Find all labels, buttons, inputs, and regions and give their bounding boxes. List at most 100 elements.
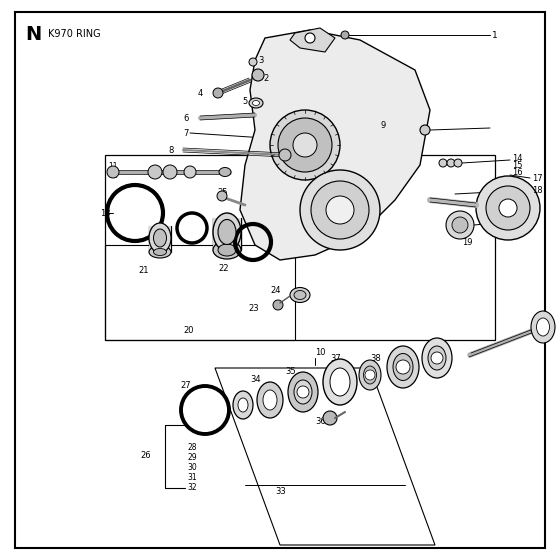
Text: 6: 6 (183, 114, 188, 123)
Polygon shape (149, 226, 171, 252)
Circle shape (305, 33, 315, 43)
Text: 12: 12 (108, 170, 118, 180)
Text: 36: 36 (315, 418, 326, 427)
Circle shape (476, 176, 540, 240)
Circle shape (323, 411, 337, 425)
Text: 2: 2 (263, 73, 268, 82)
Circle shape (148, 165, 162, 179)
Circle shape (252, 69, 264, 81)
Ellipse shape (238, 398, 248, 412)
Polygon shape (213, 218, 241, 250)
Ellipse shape (422, 338, 452, 378)
Polygon shape (240, 30, 430, 260)
Text: K970 RING: K970 RING (48, 29, 101, 39)
Circle shape (107, 166, 119, 178)
Ellipse shape (288, 372, 318, 412)
Bar (105, 155, 495, 340)
Circle shape (431, 352, 443, 364)
Ellipse shape (153, 249, 166, 255)
Text: 28: 28 (187, 444, 197, 452)
Ellipse shape (249, 98, 263, 108)
Ellipse shape (363, 366, 376, 384)
Ellipse shape (263, 390, 277, 410)
Circle shape (293, 133, 317, 157)
Text: 13: 13 (100, 208, 111, 217)
Text: 19: 19 (462, 237, 473, 246)
Circle shape (439, 159, 447, 167)
Text: 16: 16 (512, 167, 522, 176)
Ellipse shape (253, 100, 259, 105)
Circle shape (278, 118, 332, 172)
Ellipse shape (149, 246, 171, 258)
Circle shape (326, 196, 354, 224)
Ellipse shape (290, 287, 310, 302)
Circle shape (452, 217, 468, 233)
Circle shape (273, 300, 283, 310)
Text: 20: 20 (183, 325, 194, 334)
Circle shape (297, 386, 309, 398)
Text: 29: 29 (187, 454, 197, 463)
Text: 23: 23 (248, 304, 259, 312)
Text: 11: 11 (108, 161, 118, 170)
Ellipse shape (536, 318, 549, 336)
Ellipse shape (218, 244, 236, 256)
Polygon shape (290, 28, 335, 52)
Text: 7: 7 (183, 128, 188, 138)
Text: 4: 4 (198, 88, 203, 97)
Text: 35: 35 (285, 367, 296, 376)
Text: 30: 30 (187, 464, 197, 473)
Ellipse shape (323, 359, 357, 405)
Text: 21: 21 (138, 265, 148, 274)
Circle shape (446, 211, 474, 239)
Circle shape (249, 58, 257, 66)
Text: 37: 37 (330, 353, 340, 362)
Circle shape (311, 181, 369, 239)
Text: 33: 33 (275, 488, 286, 497)
Circle shape (184, 166, 196, 178)
Text: 3: 3 (258, 55, 263, 64)
Text: 14: 14 (512, 153, 522, 162)
Ellipse shape (359, 360, 381, 390)
Text: 9: 9 (380, 120, 385, 129)
Ellipse shape (213, 241, 241, 259)
Circle shape (365, 370, 375, 380)
Circle shape (499, 199, 517, 217)
Bar (105, 245, 295, 340)
Circle shape (279, 149, 291, 161)
Text: 10: 10 (315, 348, 325, 357)
Text: 22: 22 (218, 264, 228, 273)
Text: 1: 1 (492, 30, 498, 40)
Circle shape (447, 159, 455, 167)
Text: 25: 25 (217, 188, 227, 197)
Ellipse shape (218, 220, 236, 245)
Ellipse shape (257, 382, 283, 418)
Ellipse shape (393, 353, 413, 380)
Text: 26: 26 (140, 451, 151, 460)
Circle shape (396, 360, 410, 374)
Text: 18: 18 (532, 185, 543, 194)
Text: 24: 24 (270, 286, 281, 295)
Circle shape (454, 159, 462, 167)
Ellipse shape (387, 346, 419, 388)
Text: 17: 17 (532, 174, 543, 183)
Text: 15: 15 (512, 161, 522, 170)
Ellipse shape (213, 213, 241, 251)
Circle shape (341, 31, 349, 39)
Ellipse shape (233, 391, 253, 419)
Ellipse shape (294, 291, 306, 300)
Ellipse shape (428, 346, 446, 370)
Circle shape (420, 125, 430, 135)
Text: 5: 5 (242, 96, 248, 105)
Ellipse shape (149, 223, 171, 253)
Ellipse shape (153, 229, 166, 247)
Ellipse shape (294, 380, 312, 404)
Circle shape (270, 110, 340, 180)
Text: 32: 32 (187, 483, 197, 492)
Text: 31: 31 (187, 474, 197, 483)
Ellipse shape (531, 311, 555, 343)
Text: 27: 27 (180, 380, 190, 390)
Ellipse shape (330, 368, 350, 396)
Text: N: N (25, 25, 41, 44)
Ellipse shape (219, 167, 231, 176)
Text: 8: 8 (168, 146, 174, 155)
